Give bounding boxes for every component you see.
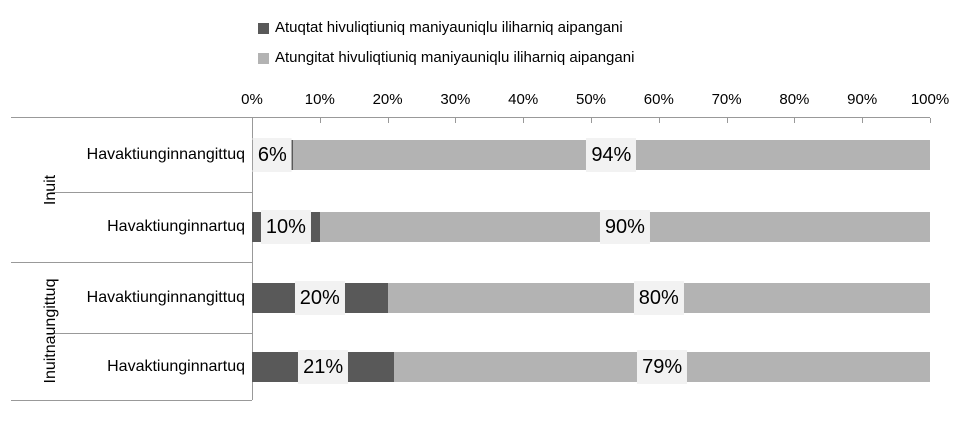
data-label: 20% [294, 280, 345, 315]
x-tick-label: 30% [440, 91, 471, 108]
x-axis-tick [388, 118, 389, 123]
x-tick-label: 50% [575, 91, 607, 108]
data-label: 79% [637, 349, 688, 384]
category-separator-line [50, 192, 252, 193]
category-separator-line [50, 333, 252, 334]
legend-item: Atuqtat hivuliqtiuniq maniyauniqlu iliha… [258, 13, 634, 43]
legend-swatch-icon [258, 22, 269, 34]
x-axis-tick [659, 118, 660, 123]
x-tick-label: 0% [241, 91, 263, 108]
x-axis-tick [862, 118, 863, 123]
data-label: 80% [633, 280, 684, 315]
data-label: 94% [586, 137, 637, 172]
x-axis-tick [320, 118, 321, 123]
data-label: 21% [298, 349, 349, 384]
x-tick-label: 90% [847, 91, 878, 108]
axis-category-label: Havaktiunginnartuq [107, 218, 245, 235]
category-axis-line [252, 117, 253, 400]
x-axis-tick [523, 118, 524, 123]
x-tick-label: 70% [711, 91, 742, 108]
data-label: 10% [260, 210, 311, 244]
data-label: 6% [252, 137, 292, 172]
x-tick-label: 40% [508, 91, 539, 108]
x-axis-line [11, 117, 930, 118]
x-tick-label: 20% [372, 91, 403, 108]
legend-item-label: Atungitat hivuliqtiuniq maniyauniqlu ili… [275, 49, 635, 66]
axis-category-label: Havaktiunginnartuq [107, 357, 245, 375]
x-tick-label: 10% [304, 91, 335, 108]
axis-bottom-line [11, 400, 252, 401]
legend: Atuqtat hivuliqtiuniq maniyauniqlu iliha… [258, 13, 634, 73]
axis-category-label: Havaktiunginnangittuq [86, 288, 245, 306]
group-separator-line [11, 262, 252, 263]
x-tick-label: 100% [910, 91, 950, 108]
x-axis-tick [794, 118, 795, 123]
x-tick-label: 60% [643, 91, 674, 108]
legend-swatch-icon [258, 52, 269, 64]
x-axis-tick [727, 118, 728, 123]
x-axis-tick [930, 118, 931, 123]
legend-item-label: Atuqtat hivuliqtiuniq maniyauniqlu iliha… [275, 19, 623, 36]
x-axis-tick [455, 118, 456, 123]
x-axis-tick [591, 118, 592, 123]
axis-group-label: Inuitnaungittuq [42, 278, 59, 384]
legend-item: Atungitat hivuliqtiuniq maniyauniqlu ili… [258, 43, 634, 73]
x-tick-label: 80% [779, 91, 810, 108]
data-label: 90% [599, 210, 650, 244]
axis-category-label: Havaktiunginnangittuq [86, 145, 245, 163]
